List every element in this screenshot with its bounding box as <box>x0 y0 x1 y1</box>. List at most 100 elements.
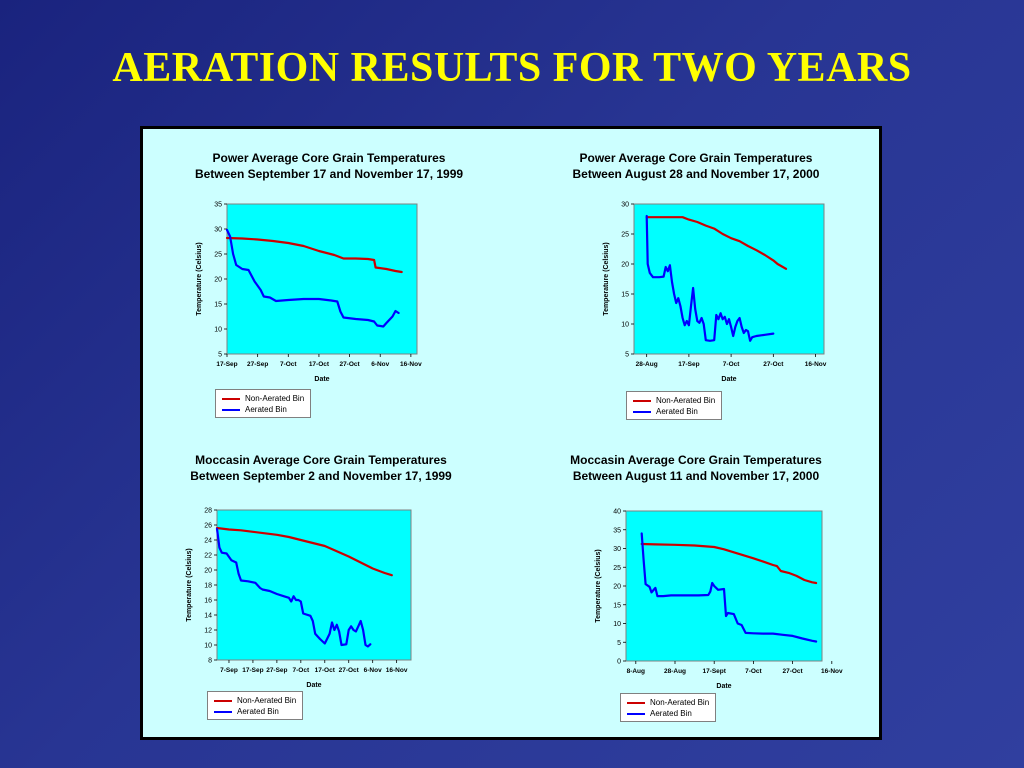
y-tick-label: 12 <box>204 628 212 635</box>
y-tick-label: 28 <box>204 508 212 515</box>
y-tick-label: 25 <box>214 252 222 259</box>
y-tick-label: 14 <box>204 613 212 620</box>
y-tick-label: 5 <box>617 640 621 647</box>
legend-item-aerated: Aerated Bin <box>222 404 304 415</box>
y-tick-label: 8 <box>208 658 212 665</box>
legend-item-aerated: Aerated Bin <box>633 406 715 417</box>
legend-label: Non-Aerated Bin <box>245 394 305 403</box>
y-tick-label: 30 <box>214 227 222 234</box>
x-axis-label: Date <box>721 376 736 383</box>
y-axis-label: Temperature (Celsius) <box>603 242 610 315</box>
legend: Non-Aerated Bin Aerated Bin <box>215 389 312 418</box>
x-tick-label: 27-Sep <box>247 361 268 368</box>
x-tick-label: 27-Oct <box>763 361 784 368</box>
x-tick-label: 16-Nov <box>400 361 422 368</box>
x-axis-label: Date <box>314 376 329 383</box>
y-axis-label: Temperature (Celsius) <box>595 549 602 622</box>
x-axis-label: Date <box>306 682 321 689</box>
y-tick-label: 15 <box>621 292 629 299</box>
x-tick-label: 6-Nov <box>364 667 382 674</box>
legend-label: Non-Aerated Bin <box>656 396 716 405</box>
x-tick-label: 7-Oct <box>745 668 762 675</box>
y-tick-label: 35 <box>214 202 222 209</box>
series-line-aerated <box>645 214 775 342</box>
y-tick-label: 15 <box>613 602 621 609</box>
legend-item-non-aerated: Non-Aerated Bin <box>627 697 709 708</box>
x-tick-label: 27-Sep <box>266 667 287 674</box>
legend-swatch-non-aerated <box>633 399 651 402</box>
series-line-non-aerated <box>640 542 818 585</box>
legend-item-non-aerated: Non-Aerated Bin <box>633 395 715 406</box>
y-tick-label: 30 <box>621 202 629 209</box>
y-tick-label: 10 <box>204 643 212 650</box>
x-tick-label: 17-Oct <box>315 667 336 674</box>
chart-svg: 8 10 12 14 16 18 20 22 24 26 28 7-Sep 17-Sep 27-Sep 7-… <box>186 508 412 689</box>
chart-title-line-1: Power Average Core Grain Temperatures <box>579 151 813 165</box>
x-tick-label: 7-Oct <box>280 361 297 368</box>
x-tick-label: 8-Aug <box>627 668 645 675</box>
plot-area <box>226 203 418 355</box>
x-tick-label: 16-Nov <box>805 361 827 368</box>
legend-label: Aerated Bin <box>650 709 692 718</box>
legend-item-aerated: Aerated Bin <box>627 708 709 719</box>
y-tick-label: 40 <box>613 509 621 516</box>
y-tick-label: 5 <box>625 352 629 359</box>
chart-power-1999: Power Average Core Grain Temperatures Be… <box>149 151 509 451</box>
x-tick-label: 6-Nov <box>371 361 389 368</box>
y-axis-label: Temperature (Celsius) <box>196 242 203 315</box>
x-tick-label: 17-Sept <box>702 668 726 675</box>
slide-title: AERATION RESULTS FOR TWO YEARS <box>112 45 912 91</box>
legend-swatch-aerated <box>222 408 240 411</box>
x-tick-label: 16-Nov <box>821 668 843 675</box>
y-tick-label: 25 <box>613 565 621 572</box>
x-tick-label: 28-Aug <box>636 361 658 368</box>
legend-label: Aerated Bin <box>656 407 698 416</box>
chart-panel: Power Average Core Grain Temperatures Be… <box>140 126 882 740</box>
chart-title-line-2: Between September 2 and November 17, 199… <box>190 469 452 483</box>
x-tick-label: 27-Oct <box>339 361 360 368</box>
y-tick-label: 5 <box>218 352 222 359</box>
series-line-non-aerated <box>225 236 403 274</box>
y-tick-label: 10 <box>613 621 621 628</box>
legend: Non-Aerated Bin Aerated Bin <box>620 693 717 722</box>
x-tick-label: 17-Sep <box>678 361 699 368</box>
chart-title-line-1: Moccasin Average Core Grain Temperatures <box>570 453 822 467</box>
legend: Non-Aerated Bin Aerated Bin <box>626 391 723 420</box>
x-tick-label: 7-Oct <box>293 667 310 674</box>
legend-label: Aerated Bin <box>237 707 279 716</box>
y-tick-label: 0 <box>617 659 621 666</box>
x-tick-label: 27-Oct <box>339 667 360 674</box>
x-tick-label: 27-Oct <box>782 668 803 675</box>
series-line-aerated <box>640 532 818 643</box>
legend-item-non-aerated: Non-Aerated Bin <box>214 695 296 706</box>
legend-swatch-aerated <box>627 712 645 715</box>
series-line-non-aerated <box>645 216 788 270</box>
y-tick-label: 10 <box>214 327 222 334</box>
series-line-aerated <box>225 228 400 328</box>
y-axis-label: Temperature (Celsius) <box>186 548 193 621</box>
legend-swatch-non-aerated <box>222 397 240 400</box>
x-tick-label: 17-Sep <box>242 667 263 674</box>
y-tick-label: 10 <box>621 322 629 329</box>
chart-title-line-2: Between August 11 and November 17, 2000 <box>572 469 820 483</box>
y-tick-label: 22 <box>204 553 212 560</box>
chart-power-2000: Power Average Core Grain Temperatures Be… <box>516 151 876 451</box>
chart-moccasin-1999: Moccasin Average Core Grain Temperatures… <box>141 453 501 753</box>
chart-svg: 5 10 15 20 25 30 35 17-Sep 27-Sep 7-Oct 17-Oct 27-O… <box>196 202 422 384</box>
x-tick-label: 7-Oct <box>723 361 740 368</box>
y-tick-label: 20 <box>621 262 629 269</box>
plot-area <box>625 510 823 662</box>
plot-area <box>216 509 412 661</box>
chart-title-line-2: Between August 28 and November 17, 2000 <box>572 167 820 181</box>
y-tick-label: 24 <box>204 538 212 545</box>
y-tick-label: 15 <box>214 302 222 309</box>
chart-moccasin-2000: Moccasin Average Core Grain Temperatures… <box>516 453 876 753</box>
x-axis-label: Date <box>716 683 731 690</box>
chart-title-line-1: Moccasin Average Core Grain Temperatures <box>195 453 447 467</box>
legend-label: Non-Aerated Bin <box>650 698 710 707</box>
y-tick-label: 26 <box>204 523 212 530</box>
x-tick-label: 7-Sep <box>220 667 238 674</box>
chart-title-line-1: Power Average Core Grain Temperatures <box>212 151 446 165</box>
chart-title-line-2: Between September 17 and November 17, 19… <box>194 167 464 181</box>
y-tick-label: 35 <box>613 527 621 534</box>
